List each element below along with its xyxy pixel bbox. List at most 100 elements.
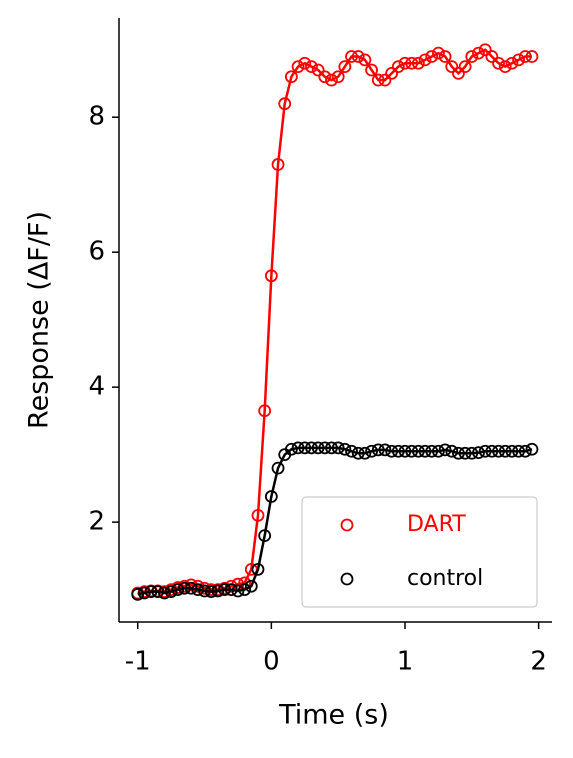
- data-point: [311, 441, 325, 455]
- data-point: [365, 63, 378, 77]
- legend-marker: [340, 572, 354, 586]
- x-tick-label: 0: [263, 647, 280, 677]
- data-point: [405, 444, 419, 458]
- data-point: [472, 446, 485, 460]
- data-point: [498, 60, 512, 73]
- y-tick-label: 8: [88, 102, 105, 132]
- data-point: [518, 444, 532, 458]
- data-point: [378, 73, 392, 87]
- data-point: [378, 443, 392, 457]
- data-point: [184, 581, 198, 595]
- data-point: [411, 444, 425, 458]
- data-point: [218, 583, 231, 597]
- data-point: [251, 562, 265, 576]
- x-tick-label: 2: [530, 647, 547, 677]
- data-point: [351, 50, 365, 63]
- data-point: [425, 50, 439, 63]
- data-point: [291, 441, 305, 455]
- data-point: [164, 585, 178, 599]
- legend-label: DART: [407, 512, 466, 537]
- data-point: [305, 60, 318, 73]
- y-tick-label: 2: [88, 507, 105, 537]
- data-point: [485, 50, 499, 63]
- data-point: [325, 73, 338, 87]
- legend-box: [301, 496, 538, 608]
- data-point: [452, 66, 465, 80]
- data-point: [418, 53, 432, 67]
- data-point: [198, 584, 211, 598]
- data-point: [331, 70, 345, 84]
- y-tick-label: 6: [88, 237, 105, 267]
- data-point: [492, 56, 505, 70]
- data-point: [251, 508, 265, 522]
- data-point: [331, 441, 345, 455]
- data-point: [472, 46, 485, 60]
- data-point: [238, 583, 252, 597]
- data-point: [358, 446, 372, 460]
- data-point: [137, 586, 151, 600]
- y-tick-label: 4: [88, 372, 105, 402]
- data-point: [358, 53, 372, 67]
- data-point: [305, 441, 318, 455]
- data-point: [224, 583, 238, 597]
- data-point: [345, 444, 358, 458]
- data-point: [452, 446, 465, 460]
- data-point: [144, 585, 158, 599]
- data-point: [512, 444, 525, 458]
- data-point: [385, 66, 399, 80]
- data-point: [258, 529, 272, 543]
- data-point: [512, 53, 525, 67]
- data-point: [278, 97, 292, 111]
- data-point: [244, 579, 258, 593]
- data-point: [365, 444, 378, 458]
- data-point: [151, 585, 165, 599]
- data-point: [478, 444, 492, 458]
- data-point: [131, 587, 145, 601]
- data-point: [298, 56, 312, 70]
- data-point: [432, 444, 445, 458]
- data-point: [405, 56, 419, 70]
- data-point: [485, 444, 499, 458]
- data-point: [298, 441, 312, 455]
- data-point: [391, 444, 405, 458]
- data-point: [505, 444, 519, 458]
- data-point: [258, 404, 272, 418]
- data-point: [158, 586, 171, 600]
- data-point: [398, 444, 412, 458]
- data-point: [338, 60, 352, 73]
- data-point: [438, 443, 452, 457]
- data-point: [458, 60, 472, 73]
- data-point: [465, 50, 479, 63]
- data-point: [505, 56, 519, 70]
- data-point: [492, 444, 505, 458]
- data-point: [371, 443, 385, 457]
- y-axis-label: Response (ΔF/F): [24, 211, 55, 429]
- data-point: [325, 441, 338, 455]
- data-point: [518, 50, 532, 63]
- data-point: [411, 56, 425, 70]
- data-point: [432, 46, 445, 60]
- data-point: [291, 60, 305, 73]
- data-point: [445, 444, 459, 458]
- data-point: [318, 70, 332, 84]
- data-point: [465, 446, 479, 460]
- data-point: [458, 446, 472, 460]
- x-axis-label: Time (s): [278, 700, 389, 731]
- data-point: [171, 583, 185, 597]
- data-point: [338, 442, 352, 456]
- x-tick-label: -1: [125, 647, 151, 677]
- data-point: [345, 50, 358, 63]
- data-point: [284, 70, 298, 84]
- data-point: [525, 442, 539, 456]
- data-point: [178, 581, 191, 595]
- data-point: [498, 444, 512, 458]
- data-point: [371, 73, 385, 87]
- data-point: [418, 444, 432, 458]
- data-point: [351, 446, 365, 460]
- data-point: [191, 583, 205, 597]
- data-point: [525, 50, 539, 63]
- data-point: [204, 585, 218, 599]
- data-point: [311, 63, 325, 77]
- data-point: [211, 584, 225, 598]
